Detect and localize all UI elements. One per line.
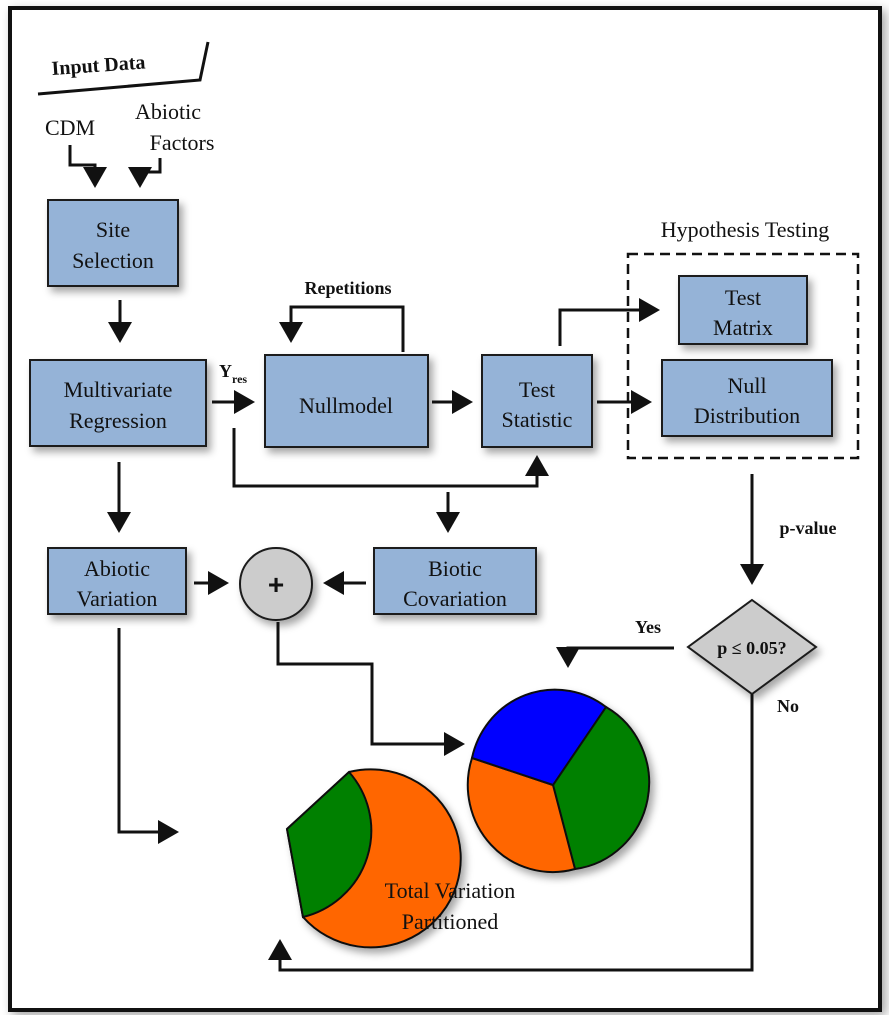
input-data-title: Input Data xyxy=(51,51,146,79)
pie-slice-blue xyxy=(470,688,608,787)
nullmodel-label: Nullmodel xyxy=(299,393,393,418)
hypothesis-testing-frame xyxy=(626,252,860,460)
test-matrix-label-1: Test xyxy=(725,285,761,310)
total-variation-label-2: Partitioned xyxy=(402,909,499,934)
pie-slice-orange xyxy=(466,756,577,874)
site-selection-box xyxy=(47,199,179,287)
abiotic-to-total-arrow xyxy=(117,628,179,844)
plus-icon: + xyxy=(268,569,284,600)
abiotic-variation-label-2: Variation xyxy=(77,586,158,611)
abiotic-factors-arrow xyxy=(128,158,162,188)
nullmodel-box xyxy=(264,354,429,448)
cdm-arrow xyxy=(68,145,107,188)
null-distribution-box xyxy=(661,359,833,437)
total-pie-slice-green xyxy=(285,770,373,919)
abiotic-variation-label-1: Abiotic xyxy=(84,556,150,581)
statistic-to-matrix-arrow xyxy=(558,298,660,346)
null-distribution-label-2: Distribution xyxy=(694,403,800,428)
regression-to-statistic-arrow xyxy=(232,428,549,488)
pie-slice-green xyxy=(551,705,651,871)
multivariate-regression-box xyxy=(29,359,207,447)
site-selection-label-2: Selection xyxy=(72,248,154,273)
site-selection-label-1: Site xyxy=(96,217,130,242)
abiotic-factors-label-1: Abiotic xyxy=(135,99,201,124)
decision-question: p ≤ 0.05? xyxy=(717,638,786,658)
test-statistic-label-2: Statistic xyxy=(502,407,573,432)
yes-arrow xyxy=(556,646,674,668)
hypothesis-testing-title: Hypothesis Testing xyxy=(661,217,830,242)
repetitions-label: Repetitions xyxy=(305,278,392,298)
sum-node xyxy=(239,547,313,621)
y-res-label: Yres xyxy=(219,361,247,386)
yes-label: Yes xyxy=(635,617,661,637)
total-variation-pie xyxy=(285,768,462,949)
multivariate-regression-label-1: Multivariate xyxy=(64,377,173,402)
test-matrix-box xyxy=(678,275,808,345)
partition-pie xyxy=(466,688,651,874)
biotic-covariation-box xyxy=(373,547,537,615)
biotic-covariation-label-1: Biotic xyxy=(428,556,482,581)
cdm-label: CDM xyxy=(45,115,95,140)
p-value-label: p-value xyxy=(779,518,836,538)
repetitions-loop-arrow xyxy=(279,305,405,352)
no-arrow xyxy=(268,694,754,972)
test-matrix-label-2: Matrix xyxy=(713,315,773,340)
abiotic-factors-label-2: Factors xyxy=(150,130,215,155)
input-data-underline xyxy=(37,41,210,96)
multivariate-regression-label-2: Regression xyxy=(69,408,167,433)
sum-to-pie-arrow xyxy=(276,622,465,756)
test-statistic-label-1: Test xyxy=(519,377,555,402)
input-data-banner: Input Data xyxy=(37,41,210,96)
no-label: No xyxy=(777,696,799,716)
test-statistic-box xyxy=(481,354,593,448)
abiotic-variation-box xyxy=(47,547,187,615)
null-distribution-label-1: Null xyxy=(727,373,766,398)
biotic-covariation-label-2: Covariation xyxy=(403,586,507,611)
total-variation-label-1: Total Variation xyxy=(385,878,516,903)
